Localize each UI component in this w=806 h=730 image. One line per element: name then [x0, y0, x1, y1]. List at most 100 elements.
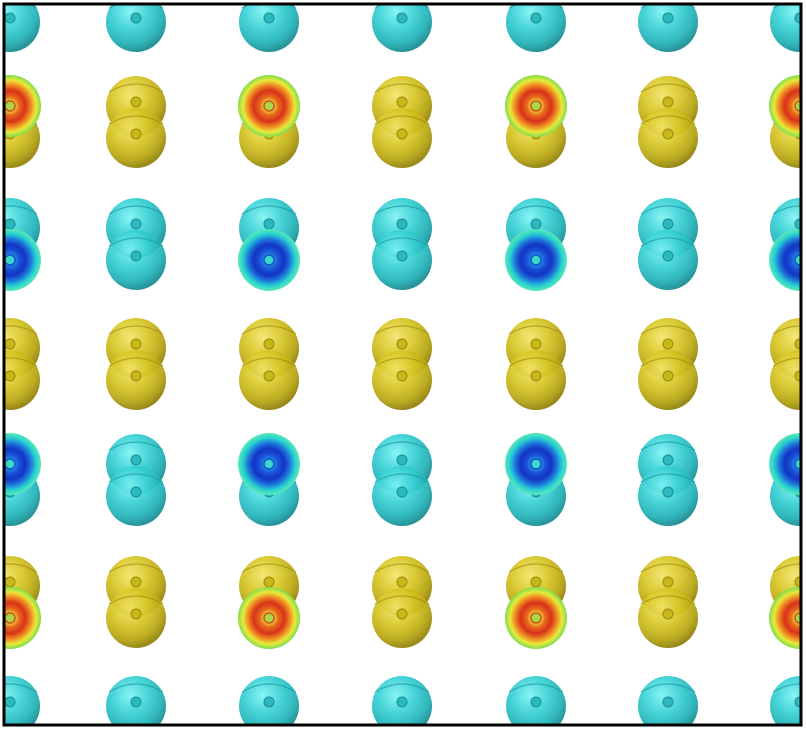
lobe-seam	[508, 683, 564, 693]
nucleus-marker	[130, 486, 142, 498]
cyan-lobe-top-edge	[770, 4, 802, 52]
lobe-seam	[108, 205, 164, 215]
lobe-seam	[508, 4, 564, 9]
lobe-seam	[374, 205, 430, 215]
nucleus-marker	[130, 338, 142, 350]
cyan-lobe-top-edge	[506, 4, 566, 52]
lobe-seam	[108, 683, 164, 693]
nucleus-marker	[130, 454, 142, 466]
nucleus-marker	[662, 12, 674, 24]
lobe-seam	[374, 325, 430, 335]
nucleus-marker	[662, 576, 674, 588]
positive-slice-disc	[4, 587, 41, 649]
positive-slice-disc	[769, 75, 802, 137]
negative-slice-disc	[4, 229, 41, 291]
nucleus-marker	[662, 250, 674, 262]
lobe-seam	[772, 4, 783, 9]
nucleus-marker	[396, 454, 408, 466]
lobe-seam	[508, 325, 564, 335]
nucleus-marker	[530, 218, 542, 230]
nucleus-marker	[530, 696, 542, 708]
nucleus-marker	[130, 218, 142, 230]
nucleus-marker	[662, 218, 674, 230]
nucleus-marker	[130, 12, 142, 24]
nucleus-marker	[396, 128, 408, 140]
lobe-seam	[508, 357, 564, 367]
slice-center-marker	[4, 254, 16, 266]
lobe-seam	[108, 4, 164, 9]
lobe-seam	[4, 325, 38, 335]
nucleus-marker	[662, 338, 674, 350]
lobe-seam	[508, 205, 564, 215]
lobe-seam	[640, 4, 696, 9]
lobe-seam	[241, 683, 297, 693]
negative-slice-disc	[4, 433, 41, 495]
nucleus-marker	[130, 576, 142, 588]
cyan-lobe-top-edge	[638, 4, 698, 52]
lobe-seam	[508, 563, 564, 573]
nucleus-marker	[263, 696, 275, 708]
nucleus-marker	[662, 696, 674, 708]
lobe-seam	[4, 563, 38, 573]
lobe-seam	[108, 325, 164, 335]
lobe-seam	[108, 473, 164, 483]
nucleus-marker	[130, 608, 142, 620]
nucleus-marker	[130, 250, 142, 262]
lobe-seam	[374, 83, 430, 93]
lobe-seam	[108, 115, 164, 125]
lobe-seam	[108, 441, 164, 451]
nucleus-marker	[263, 338, 275, 350]
lobe-seam	[640, 325, 696, 335]
slice-center-marker	[4, 458, 16, 470]
yellow-lobe-lower	[4, 350, 40, 410]
nucleus-marker	[396, 12, 408, 24]
lobe-seam	[640, 473, 696, 483]
nucleus-marker	[662, 96, 674, 108]
lobe-seam	[241, 205, 297, 215]
lobe-seam	[640, 205, 696, 215]
nucleus-marker	[662, 454, 674, 466]
slice-center-marker	[530, 254, 542, 266]
negative-slice-disc	[769, 229, 802, 291]
lobe-seam	[374, 473, 430, 483]
lobe-seam	[241, 4, 297, 9]
lobe-seam	[374, 683, 430, 693]
lobe-seam	[374, 595, 430, 605]
lobe-seam	[108, 357, 164, 367]
yellow-lobe-lower	[770, 350, 802, 410]
lobe-seam	[4, 357, 38, 367]
lobe-seam	[4, 683, 38, 693]
nucleus-marker	[263, 370, 275, 382]
nucleus-marker	[662, 370, 674, 382]
slice-center-marker	[530, 100, 542, 112]
nucleus-marker	[263, 12, 275, 24]
lobe-seam	[374, 115, 430, 125]
nucleus-marker	[4, 338, 16, 350]
lobe-seam	[374, 237, 430, 247]
cyan-lobe-top-edge	[106, 4, 166, 52]
lobe-seam	[108, 595, 164, 605]
lobe-seam	[640, 595, 696, 605]
lobe-seam	[640, 83, 696, 93]
lobe-seam	[640, 357, 696, 367]
slice-center-marker	[530, 612, 542, 624]
lobe-seam	[4, 205, 38, 215]
nucleus-marker	[396, 696, 408, 708]
slice-center-marker	[263, 458, 275, 470]
nucleus-marker	[396, 370, 408, 382]
nucleus-marker	[130, 370, 142, 382]
nucleus-marker	[130, 96, 142, 108]
lobe-seam	[640, 683, 696, 693]
nucleus-marker	[4, 576, 16, 588]
nucleus-marker	[130, 696, 142, 708]
nucleus-marker	[662, 128, 674, 140]
nucleus-marker	[396, 96, 408, 108]
nucleus-marker	[530, 12, 542, 24]
slice-center-marker	[530, 458, 542, 470]
nucleus-marker	[4, 696, 16, 708]
negative-slice-disc	[769, 433, 802, 495]
positive-slice-disc	[769, 587, 802, 649]
lobe-seam	[108, 563, 164, 573]
